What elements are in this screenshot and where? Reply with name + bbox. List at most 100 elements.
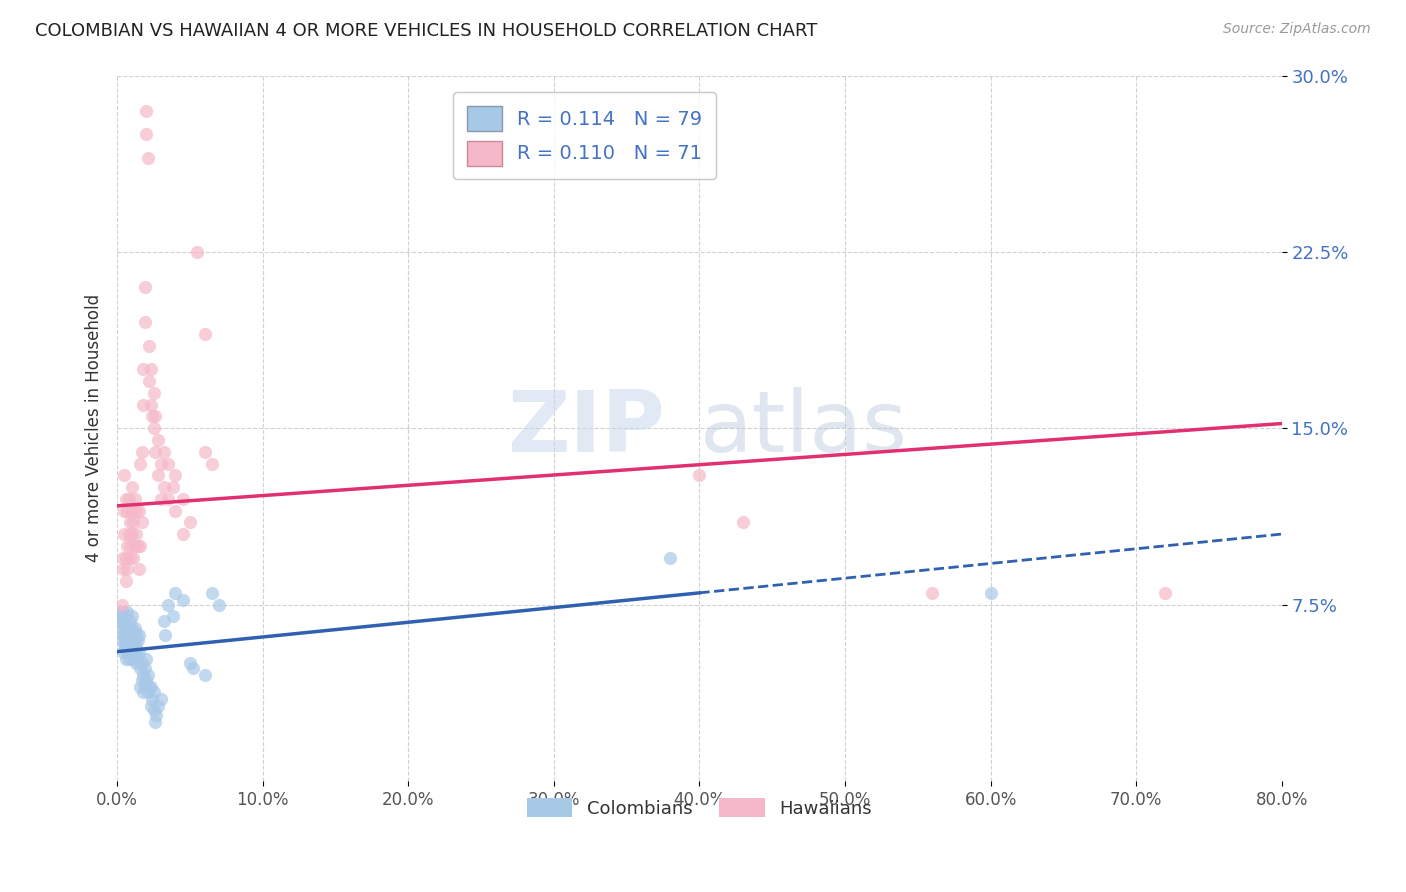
Point — [128, 628, 150, 642]
Point — [129, 539, 152, 553]
Point — [114, 527, 136, 541]
Point — [172, 593, 194, 607]
Point — [165, 468, 187, 483]
Point — [131, 444, 153, 458]
Legend: Colombians, Hawaiians: Colombians, Hawaiians — [520, 791, 879, 825]
Point — [132, 398, 155, 412]
Point — [122, 516, 145, 530]
Point — [162, 480, 184, 494]
Point — [127, 649, 149, 664]
Point — [121, 645, 143, 659]
Text: Source: ZipAtlas.com: Source: ZipAtlas.com — [1223, 22, 1371, 37]
Point — [125, 640, 148, 654]
Point — [118, 638, 141, 652]
Point — [121, 609, 143, 624]
Point — [208, 598, 231, 612]
Point — [134, 680, 156, 694]
Point — [143, 715, 166, 730]
Point — [124, 621, 146, 635]
Point — [142, 386, 165, 401]
Point — [162, 609, 184, 624]
Point — [139, 398, 162, 412]
Text: COLOMBIAN VS HAWAIIAN 4 OR MORE VEHICLES IN HOUSEHOLD CORRELATION CHART: COLOMBIAN VS HAWAIIAN 4 OR MORE VEHICLES… — [35, 22, 817, 40]
Point — [139, 362, 162, 376]
Point — [149, 691, 172, 706]
Point — [201, 586, 224, 600]
Point — [115, 609, 138, 624]
Point — [115, 638, 138, 652]
Point — [179, 516, 201, 530]
Point — [110, 632, 132, 647]
Point — [157, 491, 180, 506]
Point — [132, 362, 155, 376]
Point — [108, 614, 131, 628]
Point — [152, 614, 174, 628]
Point — [120, 614, 142, 628]
Point — [688, 468, 710, 483]
Point — [115, 651, 138, 665]
Point — [122, 638, 145, 652]
Point — [131, 657, 153, 671]
Point — [115, 550, 138, 565]
Point — [149, 491, 172, 506]
Point — [129, 680, 152, 694]
Point — [129, 661, 152, 675]
Point — [118, 625, 141, 640]
Point — [733, 516, 755, 530]
Point — [136, 684, 159, 698]
Point — [114, 503, 136, 517]
Point — [139, 698, 162, 713]
Point — [132, 684, 155, 698]
Point — [108, 605, 131, 619]
Point — [117, 562, 139, 576]
Point — [157, 457, 180, 471]
Point — [124, 491, 146, 506]
Point — [118, 651, 141, 665]
Point — [143, 409, 166, 424]
Point — [114, 614, 136, 628]
Point — [980, 586, 1002, 600]
Point — [120, 628, 142, 642]
Point — [124, 632, 146, 647]
Point — [122, 550, 145, 565]
Point — [145, 708, 167, 723]
Point — [111, 605, 134, 619]
Point — [141, 409, 163, 424]
Point — [138, 339, 160, 353]
Point — [172, 491, 194, 506]
Point — [117, 621, 139, 635]
Point — [165, 586, 187, 600]
Point — [165, 503, 187, 517]
Point — [143, 444, 166, 458]
Point — [115, 574, 138, 588]
Point — [152, 480, 174, 494]
Point — [152, 444, 174, 458]
Point — [134, 315, 156, 329]
Point — [111, 550, 134, 565]
Point — [125, 657, 148, 671]
Point — [111, 628, 134, 642]
Point — [114, 628, 136, 642]
Point — [134, 661, 156, 675]
Point — [131, 516, 153, 530]
Point — [117, 632, 139, 647]
Point — [131, 673, 153, 687]
Y-axis label: 4 or more Vehicles in Household: 4 or more Vehicles in Household — [86, 294, 103, 562]
Point — [117, 605, 139, 619]
Point — [114, 621, 136, 635]
Point — [155, 628, 177, 642]
Point — [118, 491, 141, 506]
Point — [118, 527, 141, 541]
Point — [120, 539, 142, 553]
Point — [124, 645, 146, 659]
Point — [193, 327, 215, 342]
Point — [114, 638, 136, 652]
Point — [128, 645, 150, 659]
Point — [111, 614, 134, 628]
Point — [111, 562, 134, 576]
Point — [124, 539, 146, 553]
Point — [115, 491, 138, 506]
Point — [117, 503, 139, 517]
Text: ZIP: ZIP — [506, 387, 665, 470]
Point — [120, 516, 142, 530]
